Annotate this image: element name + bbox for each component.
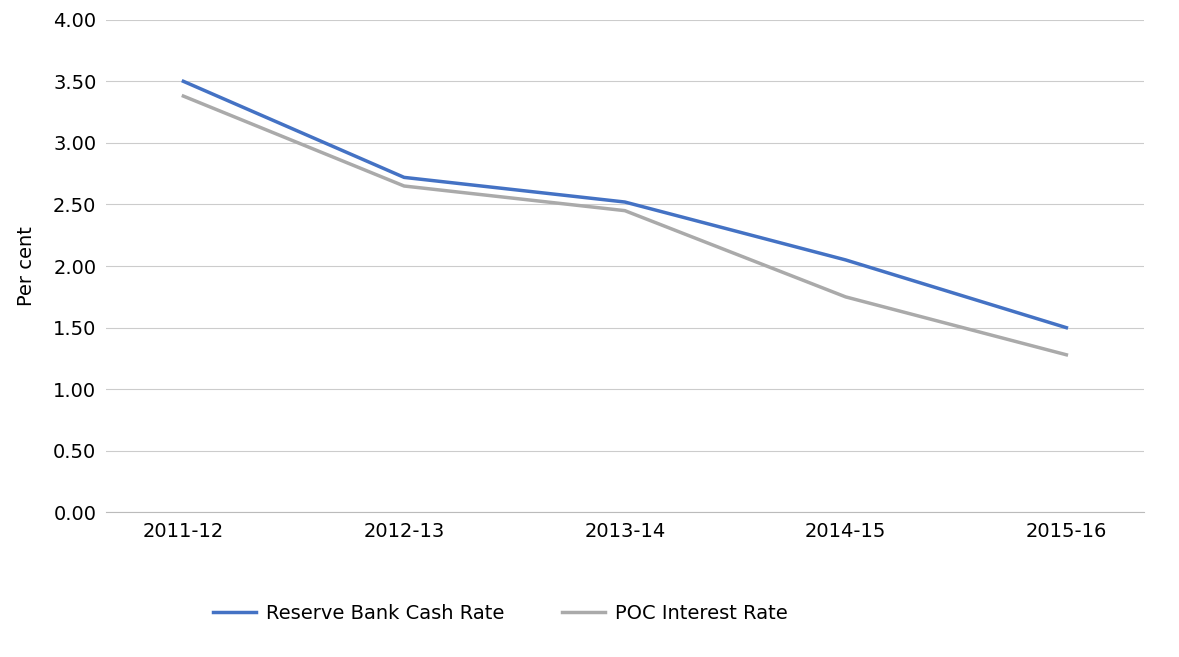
Y-axis label: Per cent: Per cent (18, 226, 37, 306)
Legend: Reserve Bank Cash Rate, POC Interest Rate: Reserve Bank Cash Rate, POC Interest Rat… (205, 596, 796, 631)
